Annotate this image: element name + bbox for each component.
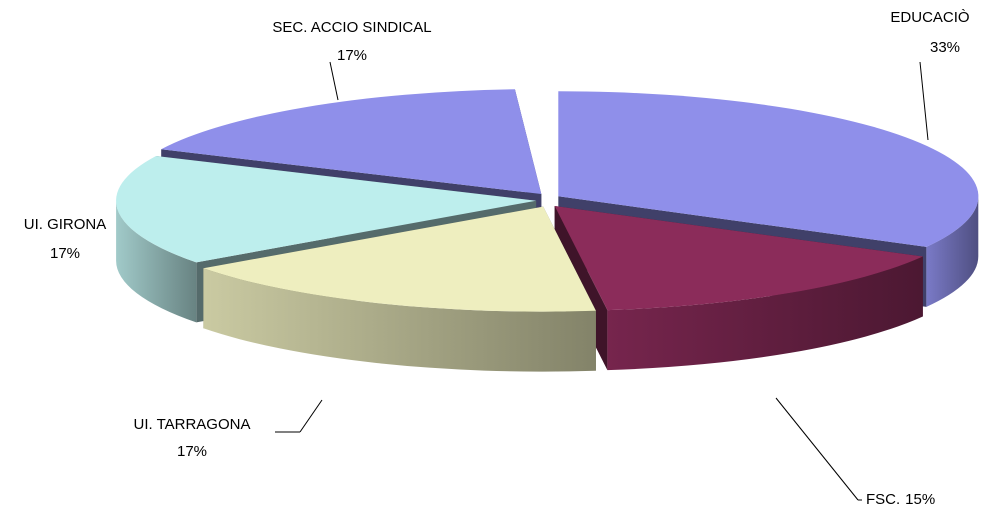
slice-side: [116, 200, 197, 323]
leader-line: [329, 61, 339, 101]
data-label: FSC. 15%: [866, 491, 935, 508]
pie-slice: [558, 91, 979, 247]
pie-slice: [203, 206, 596, 312]
slice-side: [203, 268, 596, 372]
value-label: 17%: [337, 47, 367, 64]
pie-slice: [116, 156, 537, 263]
pie-slice: [161, 89, 542, 194]
value-label: 17%: [50, 245, 80, 262]
value-label: 15%: [905, 491, 935, 508]
leader-line: [775, 397, 859, 501]
value-label: 33%: [930, 39, 960, 56]
pie-slice: [554, 206, 923, 311]
leader-line: [299, 399, 323, 433]
slice-side: [607, 256, 923, 371]
value-label: 17%: [177, 443, 207, 460]
leader-line: [919, 61, 929, 141]
category-label: UI. TARRAGONA: [134, 416, 251, 433]
category-label: EDUCACIÒ: [890, 9, 969, 26]
slice-side: [926, 196, 979, 307]
category-label: FSC.: [866, 491, 900, 508]
category-label: UI. GIRONA: [24, 216, 107, 233]
category-label: SEC. ACCIO SINDICAL: [272, 19, 431, 36]
